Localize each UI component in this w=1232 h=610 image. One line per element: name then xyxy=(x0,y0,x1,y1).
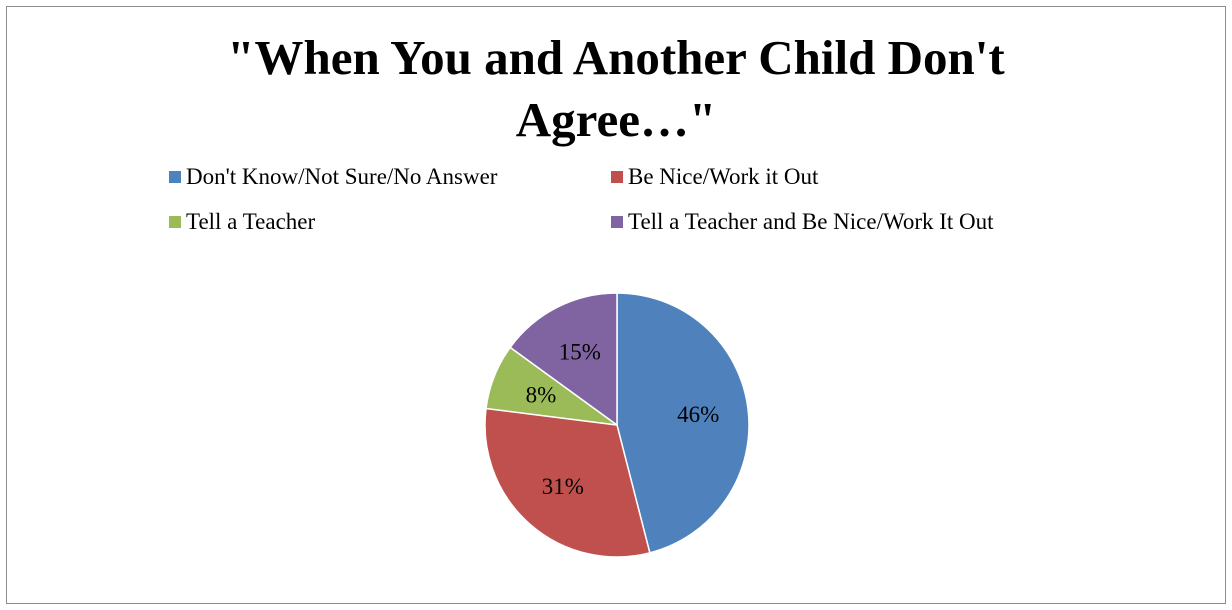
data-label-be-nice: 31% xyxy=(542,474,584,499)
legend-label-tell-teacher-and-be-nice: Tell a Teacher and Be Nice/Work It Out xyxy=(628,209,994,234)
pie-slice-tell-teacher-and-be-nice xyxy=(509,292,618,427)
data-label-tell-teacher: 8% xyxy=(526,382,557,407)
legend-item-tell-teacher: Tell a Teacher xyxy=(169,208,315,236)
legend-item-be-nice: Be Nice/Work it Out xyxy=(611,163,818,191)
chart-title: "When You and Another Child Don't Agree…… xyxy=(0,27,1232,151)
legend-swatch-tell-teacher xyxy=(169,216,181,228)
data-label-tell-teacher-and-be-nice: 15% xyxy=(559,340,601,365)
legend-label-tell-teacher: Tell a Teacher xyxy=(186,209,316,234)
legend-item-dont-know: Don't Know/Not Sure/No Answer xyxy=(169,163,497,191)
legend-swatch-be-nice xyxy=(611,171,623,183)
chart-title-line-2: Agree…" xyxy=(515,92,717,147)
legend-label-be-nice: Be Nice/Work it Out xyxy=(628,164,819,189)
legend-item-tell-teacher-and-be-nice: Tell a Teacher and Be Nice/Work It Out xyxy=(611,208,994,236)
pie-slice-dont-know xyxy=(616,292,750,554)
chart-title-line-1: "When You and Another Child Don't xyxy=(227,30,1005,85)
legend-label-dont-know: Don't Know/Not Sure/No Answer xyxy=(186,164,498,189)
pie-slice-be-nice xyxy=(484,407,651,558)
data-label-dont-know: 46% xyxy=(677,402,719,427)
legend-swatch-tell-teacher-and-be-nice xyxy=(611,216,623,228)
legend-swatch-dont-know xyxy=(169,171,181,183)
